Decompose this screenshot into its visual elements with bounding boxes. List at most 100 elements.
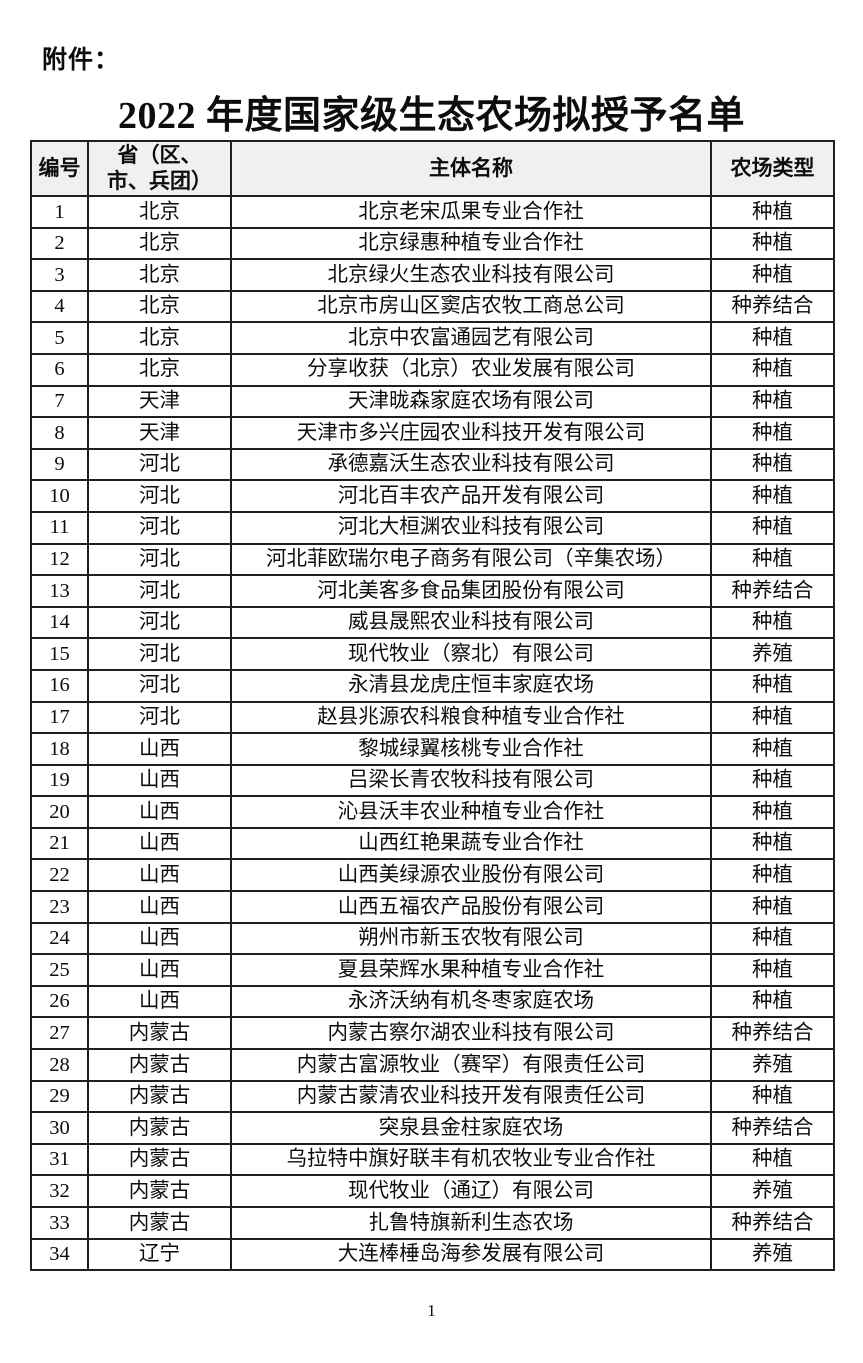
province-cell: 内蒙古 [87, 1048, 232, 1082]
row-number-cell: 33 [30, 1206, 89, 1240]
row-number-cell: 30 [30, 1111, 89, 1145]
province-cell: 内蒙古 [87, 1016, 232, 1051]
farm-type-cell: 种养结合 [710, 1206, 835, 1240]
table-row: 6 北京 分享收获（北京）农业发展有限公司 种植 [30, 352, 835, 387]
farm-type-cell: 种植 [710, 510, 835, 545]
province-cell: 河北 [87, 542, 232, 577]
province-cell: 山西 [87, 858, 232, 893]
row-number-cell: 2 [30, 226, 89, 261]
table-row: 11 河北 河北大桓渊农业科技有限公司 种植 [30, 510, 835, 545]
header-number-label: 编号 [38, 156, 81, 180]
farm-type-cell: 种植 [710, 226, 835, 261]
entity-name-cell: 河北菲欧瑞尔电子商务有限公司（辛集农场） [230, 542, 712, 577]
entity-name-cell: 乌拉特中旗好联丰有机农牧业专业合作社 [230, 1142, 712, 1177]
table-row: 32 内蒙古 现代牧业（通辽）有限公司 养殖 [30, 1174, 835, 1208]
farm-type-cell: 种植 [710, 890, 835, 924]
entity-name-cell: 北京中农富通园艺有限公司 [230, 321, 712, 355]
header-province-line1: 省（区、 [117, 144, 202, 168]
entity-name-cell: 内蒙古富源牧业（赛罕）有限责任公司 [230, 1048, 712, 1082]
entity-name-cell: 夏县荣辉水果种植专业合作社 [230, 953, 712, 987]
table-header-row: 编号 省（区、 市、兵团） 主体名称 农场类型 [30, 140, 835, 197]
row-number-cell: 16 [30, 668, 89, 703]
row-number-cell: 4 [30, 289, 89, 324]
farm-type-cell: 种养结合 [710, 1016, 835, 1051]
farm-type-cell: 种植 [710, 195, 835, 229]
row-number-cell: 8 [30, 416, 89, 450]
table-row: 20 山西 沁县沃丰农业种植专业合作社 种植 [30, 795, 835, 829]
row-number-cell: 17 [30, 700, 89, 735]
farm-type-cell: 种植 [710, 447, 835, 482]
farm-type-cell: 种植 [710, 352, 835, 387]
header-province-line2: 市、兵团） [107, 169, 212, 193]
table-row: 3 北京 北京绿火生态农业科技有限公司 种植 [30, 258, 835, 292]
province-cell: 山西 [87, 732, 232, 766]
farm-type-cell: 种植 [710, 479, 835, 513]
province-cell: 辽宁 [87, 1237, 232, 1272]
province-cell: 河北 [87, 700, 232, 735]
province-cell: 北京 [87, 321, 232, 355]
row-number-cell: 13 [30, 574, 89, 608]
entity-name-cell: 天津昽森家庭农场有限公司 [230, 384, 712, 419]
province-cell: 内蒙古 [87, 1079, 232, 1114]
province-cell: 北京 [87, 289, 232, 324]
farm-type-cell: 种植 [710, 258, 835, 292]
entity-name-cell: 山西五福农产品股份有限公司 [230, 890, 712, 924]
row-number-cell: 28 [30, 1048, 89, 1082]
row-number-cell: 22 [30, 858, 89, 893]
entity-name-cell: 承德嘉沃生态农业科技有限公司 [230, 447, 712, 482]
farm-type-cell: 种植 [710, 763, 835, 798]
farm-type-cell: 种植 [710, 984, 835, 1019]
row-number-cell: 21 [30, 826, 89, 861]
table-row: 28 内蒙古 内蒙古富源牧业（赛罕）有限责任公司 养殖 [30, 1048, 835, 1082]
province-cell: 内蒙古 [87, 1111, 232, 1145]
farm-type-cell: 种植 [710, 953, 835, 987]
row-number-cell: 12 [30, 542, 89, 577]
entity-name-cell: 北京绿惠种植专业合作社 [230, 226, 712, 261]
row-number-cell: 9 [30, 447, 89, 482]
entity-name-cell: 内蒙古蒙清农业科技开发有限责任公司 [230, 1079, 712, 1114]
province-cell: 北京 [87, 195, 232, 229]
entity-name-cell: 沁县沃丰农业种植专业合作社 [230, 795, 712, 829]
row-number-cell: 29 [30, 1079, 89, 1114]
entity-name-cell: 分享收获（北京）农业发展有限公司 [230, 352, 712, 387]
attachment-label: 附件： [42, 46, 121, 74]
province-cell: 山西 [87, 984, 232, 1019]
farm-type-cell: 种植 [710, 732, 835, 766]
entity-name-cell: 永清县龙虎庄恒丰家庭农场 [230, 668, 712, 703]
header-farm-type-label: 农场类型 [730, 156, 815, 180]
table-row: 9 河北 承德嘉沃生态农业科技有限公司 种植 [30, 447, 835, 482]
row-number-cell: 10 [30, 479, 89, 513]
table-row: 17 河北 赵县兆源农科粮食种植专业合作社 种植 [30, 700, 835, 735]
province-cell: 山西 [87, 953, 232, 987]
row-number-cell: 20 [30, 795, 89, 829]
entity-name-cell: 黎城绿翼核桃专业合作社 [230, 732, 712, 766]
province-cell: 北京 [87, 352, 232, 387]
row-number-cell: 23 [30, 890, 89, 924]
ecological-farm-table: 编号 省（区、 市、兵团） 主体名称 农场类型 1 北京 北京老宋瓜果专业合作社 种植… [30, 140, 835, 1272]
entity-name-cell: 天津市多兴庄园农业科技开发有限公司 [230, 416, 712, 450]
province-cell: 北京 [87, 226, 232, 261]
farm-type-cell: 养殖 [710, 1237, 835, 1272]
row-number-cell: 5 [30, 321, 89, 355]
header-number: 编号 [30, 140, 89, 197]
table-row: 4 北京 北京市房山区窦店农牧工商总公司 种养结合 [30, 289, 835, 324]
province-cell: 河北 [87, 510, 232, 545]
row-number-cell: 31 [30, 1142, 89, 1177]
province-cell: 山西 [87, 921, 232, 956]
table-row: 18 山西 黎城绿翼核桃专业合作社 种植 [30, 732, 835, 766]
table-row: 7 天津 天津昽森家庭农场有限公司 种植 [30, 384, 835, 419]
row-number-cell: 25 [30, 953, 89, 987]
entity-name-cell: 北京市房山区窦店农牧工商总公司 [230, 289, 712, 324]
entity-name-cell: 河北美客多食品集团股份有限公司 [230, 574, 712, 608]
farm-type-cell: 种养结合 [710, 574, 835, 608]
farm-type-cell: 种植 [710, 668, 835, 703]
farm-type-cell: 养殖 [710, 637, 835, 671]
table-row: 33 内蒙古 扎鲁特旗新利生态农场 种养结合 [30, 1206, 835, 1240]
entity-name-cell: 现代牧业（察北）有限公司 [230, 637, 712, 671]
entity-name-cell: 山西红艳果蔬专业合作社 [230, 826, 712, 861]
table-row: 27 内蒙古 内蒙古察尔湖农业科技有限公司 种养结合 [30, 1016, 835, 1051]
farm-type-cell: 种植 [710, 416, 835, 450]
province-cell: 山西 [87, 890, 232, 924]
farm-type-cell: 种植 [710, 384, 835, 419]
row-number-cell: 32 [30, 1174, 89, 1208]
